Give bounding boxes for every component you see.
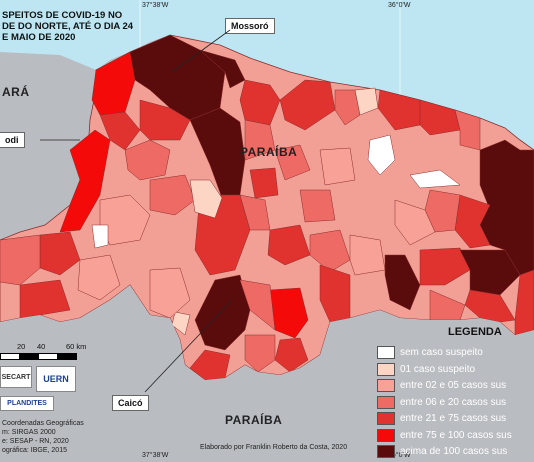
legend-swatch bbox=[377, 445, 395, 458]
legend-item: entre 06 e 20 casos sus bbox=[377, 395, 507, 409]
legend-label: entre 75 e 100 casos sus bbox=[400, 429, 512, 441]
legend-item: 01 caso suspeito bbox=[377, 362, 476, 376]
municipality bbox=[394, 199, 436, 246]
coord-top-right: 36°0'W bbox=[388, 2, 411, 9]
legend-swatch bbox=[377, 379, 395, 392]
coord-bottom-right: 36°0'W bbox=[388, 452, 411, 459]
legend-label: entre 21 e 75 casos sus bbox=[400, 413, 507, 424]
scale-tick-40: 40 bbox=[37, 342, 46, 351]
municipality bbox=[91, 224, 109, 249]
secart-logo: SECART bbox=[0, 366, 32, 388]
municipality bbox=[367, 134, 396, 176]
legend-label: sem caso suspeito bbox=[400, 347, 483, 358]
municipality bbox=[267, 224, 311, 266]
municipality bbox=[19, 279, 71, 319]
credits-line-3: e: SESAP - RN, 2020 bbox=[2, 438, 69, 445]
state-label-paraiba-center: PARAÍBA bbox=[240, 145, 298, 159]
municipality bbox=[99, 111, 141, 151]
municipality bbox=[149, 174, 196, 216]
municipality bbox=[334, 89, 361, 126]
municipality bbox=[77, 254, 121, 301]
legend-label: acima de 100 casos sus bbox=[400, 446, 508, 457]
legend-label: entre 02 e 05 casos sus bbox=[400, 380, 507, 391]
legend-item: entre 75 e 100 casos sus bbox=[377, 428, 512, 442]
legend-label: 01 caso suspeito bbox=[400, 363, 476, 375]
state-label-paraiba-south: PARAÍBA bbox=[225, 413, 283, 427]
plandites-logo: PLANDITES bbox=[0, 396, 54, 411]
map-title-line-3: E MAIO DE 2020 bbox=[2, 32, 76, 43]
map-title-line-1: SPEITOS DE COVID-19 NO bbox=[2, 10, 123, 21]
scale-tick-20: 20 bbox=[17, 342, 26, 351]
municipality bbox=[244, 334, 276, 373]
legend-swatch bbox=[377, 395, 395, 409]
scale-bar bbox=[0, 353, 115, 360]
municipality bbox=[377, 89, 421, 131]
coord-bottom-left: 37°38'W bbox=[142, 452, 169, 459]
uern-logo: UERN bbox=[36, 366, 76, 392]
legend-label: entre 06 e 20 casos sus bbox=[400, 396, 507, 408]
legend-swatch bbox=[377, 362, 395, 376]
map-title-line-2: DE DO NORTE, ATÉ O DIA 24 bbox=[2, 21, 134, 32]
sea-area bbox=[0, 0, 534, 150]
municipality bbox=[409, 169, 461, 189]
municipality bbox=[189, 107, 246, 199]
legend-swatch bbox=[377, 412, 395, 425]
municipality bbox=[249, 167, 279, 199]
callout-caico: Caicó bbox=[112, 395, 149, 411]
callout-mossoro: Mossoró bbox=[225, 18, 275, 34]
credits-line-2: m: SIRGAS 2000 bbox=[2, 429, 56, 436]
state-label-ceara: ARÁ bbox=[2, 85, 30, 99]
municipality bbox=[274, 337, 309, 373]
municipality bbox=[0, 234, 41, 286]
map-author: Elaborado por Franklin Roberto da Costa,… bbox=[200, 444, 348, 451]
scale-tick-60: 60 km bbox=[66, 342, 87, 351]
municipality bbox=[299, 189, 336, 223]
legend-item: entre 02 e 05 casos sus bbox=[377, 379, 506, 392]
legend-title: LEGENDA bbox=[448, 326, 502, 338]
legend-item: entre 21 e 75 casos sus bbox=[377, 412, 506, 425]
municipality bbox=[59, 129, 111, 233]
municipality bbox=[349, 234, 386, 276]
legend-item: sem caso suspeito bbox=[377, 346, 483, 359]
coord-top-left: 37°38'W bbox=[142, 2, 169, 9]
legend-item: acima de 100 casos sus bbox=[377, 445, 507, 458]
municipality bbox=[274, 144, 311, 181]
legend-swatch bbox=[377, 428, 395, 442]
callout-pau-dos-ferros: odi bbox=[0, 132, 25, 148]
municipality bbox=[384, 254, 421, 311]
municipality bbox=[309, 229, 351, 273]
municipality bbox=[139, 99, 191, 141]
paraiba-area bbox=[0, 285, 534, 462]
municipality bbox=[454, 109, 481, 151]
municipality bbox=[319, 147, 356, 186]
credits-line-4: ográfica: IBGE, 2015 bbox=[2, 447, 67, 454]
legend-swatch bbox=[377, 346, 395, 359]
credits-line-1: Coordenadas Geográficas bbox=[2, 420, 84, 427]
municipality bbox=[239, 279, 276, 331]
municipality bbox=[424, 189, 461, 233]
municipality bbox=[189, 179, 223, 219]
municipality bbox=[419, 99, 461, 136]
municipality bbox=[419, 247, 471, 286]
